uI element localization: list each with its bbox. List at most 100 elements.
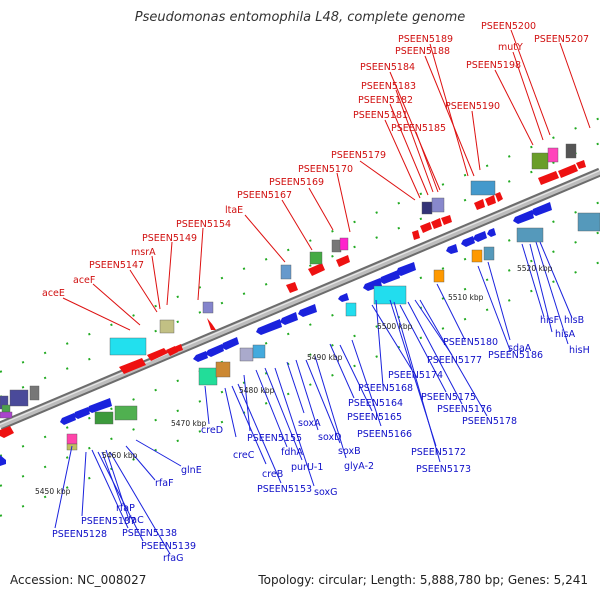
leader-line xyxy=(487,261,511,341)
gene-label: PSEEN5188 xyxy=(395,46,450,57)
gene-arrow xyxy=(0,426,14,438)
feature-block xyxy=(470,180,496,196)
gene-label: mutY xyxy=(498,42,523,53)
leader-line xyxy=(389,103,429,196)
leader-line xyxy=(393,301,441,463)
gene-arrow xyxy=(73,407,90,419)
gene-arrow xyxy=(441,215,452,225)
leader-line xyxy=(314,355,347,459)
gene-arrow xyxy=(474,199,485,210)
gene-arrow xyxy=(396,262,416,276)
leader-line xyxy=(329,343,355,399)
leader-line xyxy=(436,283,466,341)
feature-block xyxy=(9,389,29,407)
leader-line xyxy=(54,445,73,529)
leader-line xyxy=(151,255,161,310)
feature-block xyxy=(431,197,445,213)
gene-label: creD xyxy=(201,425,223,436)
feature-block xyxy=(577,212,600,232)
kbp-tick-label: 5510 kbp xyxy=(448,293,484,302)
kbp-axis: 5450 kbp 5460 kbp 5470 kbp 5480 kbp 5490… xyxy=(35,264,553,496)
gene-label: hisF xyxy=(540,315,559,326)
feature-block xyxy=(66,433,78,445)
gene-label: fdhA xyxy=(281,447,303,458)
backbone xyxy=(0,167,600,431)
gene-arrow xyxy=(60,413,76,425)
gene-arrow xyxy=(221,337,239,350)
leader-line xyxy=(125,445,156,481)
gene-arrow xyxy=(336,255,350,267)
gene-label: PSEEN5184 xyxy=(360,62,415,73)
leader-line xyxy=(109,451,171,555)
reverse-leaders xyxy=(54,241,573,555)
leader-line xyxy=(339,344,373,412)
gene-arrow xyxy=(446,244,458,254)
gene-label: PSEEN5179 xyxy=(331,150,386,161)
leader-line xyxy=(286,361,305,414)
gene-arrow xyxy=(363,278,382,291)
gene-arrow xyxy=(558,164,578,178)
gene-label: soxB xyxy=(338,446,361,457)
gene-label: PSEEN5181 xyxy=(353,110,408,121)
leader-line xyxy=(529,243,553,333)
feature-block xyxy=(547,147,559,163)
guide-track xyxy=(0,117,600,373)
gene-label: PSEEN5178 xyxy=(462,416,517,427)
gene-label: glyA-2 xyxy=(344,461,374,472)
gene-label: PSEEN5180 xyxy=(443,337,498,348)
gene-arrow xyxy=(485,195,496,206)
leader-line xyxy=(255,369,288,448)
feature-block xyxy=(29,385,40,401)
leader-line xyxy=(471,110,481,171)
gene-label: rfaG xyxy=(163,553,183,564)
gene-label: aceF xyxy=(73,275,95,286)
feature-block xyxy=(280,264,292,280)
gene-label: PSEEN5166 xyxy=(357,429,412,440)
gene-label: hisA xyxy=(555,329,576,340)
feature-block xyxy=(109,337,147,356)
leader-line xyxy=(166,241,173,306)
leader-line xyxy=(204,385,210,425)
leader-line xyxy=(494,69,534,146)
forward-labels: aceE aceF PSEEN5147 msrA PSEEN5149 PSEEN… xyxy=(42,21,589,299)
kbp-tick-label: 5460 kbp xyxy=(102,451,138,460)
leader-line xyxy=(535,241,569,345)
gene-arrow xyxy=(298,304,317,317)
gene-label: sdaA xyxy=(508,343,532,354)
gene-label: PSEEN5176 xyxy=(437,404,492,415)
feature-block xyxy=(331,239,342,253)
feature-block xyxy=(433,269,445,283)
gene-arrow xyxy=(513,210,534,224)
gene-label: PSEEN5128 xyxy=(52,529,107,540)
leader-line xyxy=(81,451,87,517)
gene-arrow xyxy=(193,351,208,362)
gene-label: PSEEN5154 xyxy=(176,219,231,230)
gene-label: rfaC xyxy=(124,515,144,526)
gene-label: PSEEN5172 xyxy=(411,447,466,458)
gene-label: rfaF xyxy=(155,478,174,489)
leader-line xyxy=(359,160,416,201)
leader-line xyxy=(305,359,341,444)
gene-arrow xyxy=(461,236,475,247)
gene-label: PSEEN5149 xyxy=(142,233,197,244)
gene-label: PSEEN5175 xyxy=(421,392,476,403)
leader-line xyxy=(521,243,545,318)
leader-line xyxy=(281,199,313,251)
gene-label: PSEEN5139 xyxy=(141,541,196,552)
kbp-tick-label: 5470 kbp xyxy=(171,419,207,428)
gene-label: PSEEN5177 xyxy=(427,355,482,366)
feature-block xyxy=(373,285,407,305)
leader-line xyxy=(371,304,413,371)
leader-line xyxy=(351,339,382,427)
gene-arrow xyxy=(280,312,298,325)
reverse-labels: PSEEN5128 PSEEN5137 PSEEN5138 PSEEN5139 … xyxy=(52,315,590,564)
feature-blocks xyxy=(0,143,600,451)
gene-label: PSEEN5173 xyxy=(416,464,471,475)
gene-label: PSEEN5138 xyxy=(122,528,177,539)
gene-label: PSEEN5155 xyxy=(247,433,302,444)
leader-line xyxy=(105,449,129,518)
gene-label: PSEEN5168 xyxy=(358,383,413,394)
leader-line xyxy=(539,241,573,319)
leader-line xyxy=(197,227,204,301)
gene-label: PSEEN5147 xyxy=(89,260,144,271)
